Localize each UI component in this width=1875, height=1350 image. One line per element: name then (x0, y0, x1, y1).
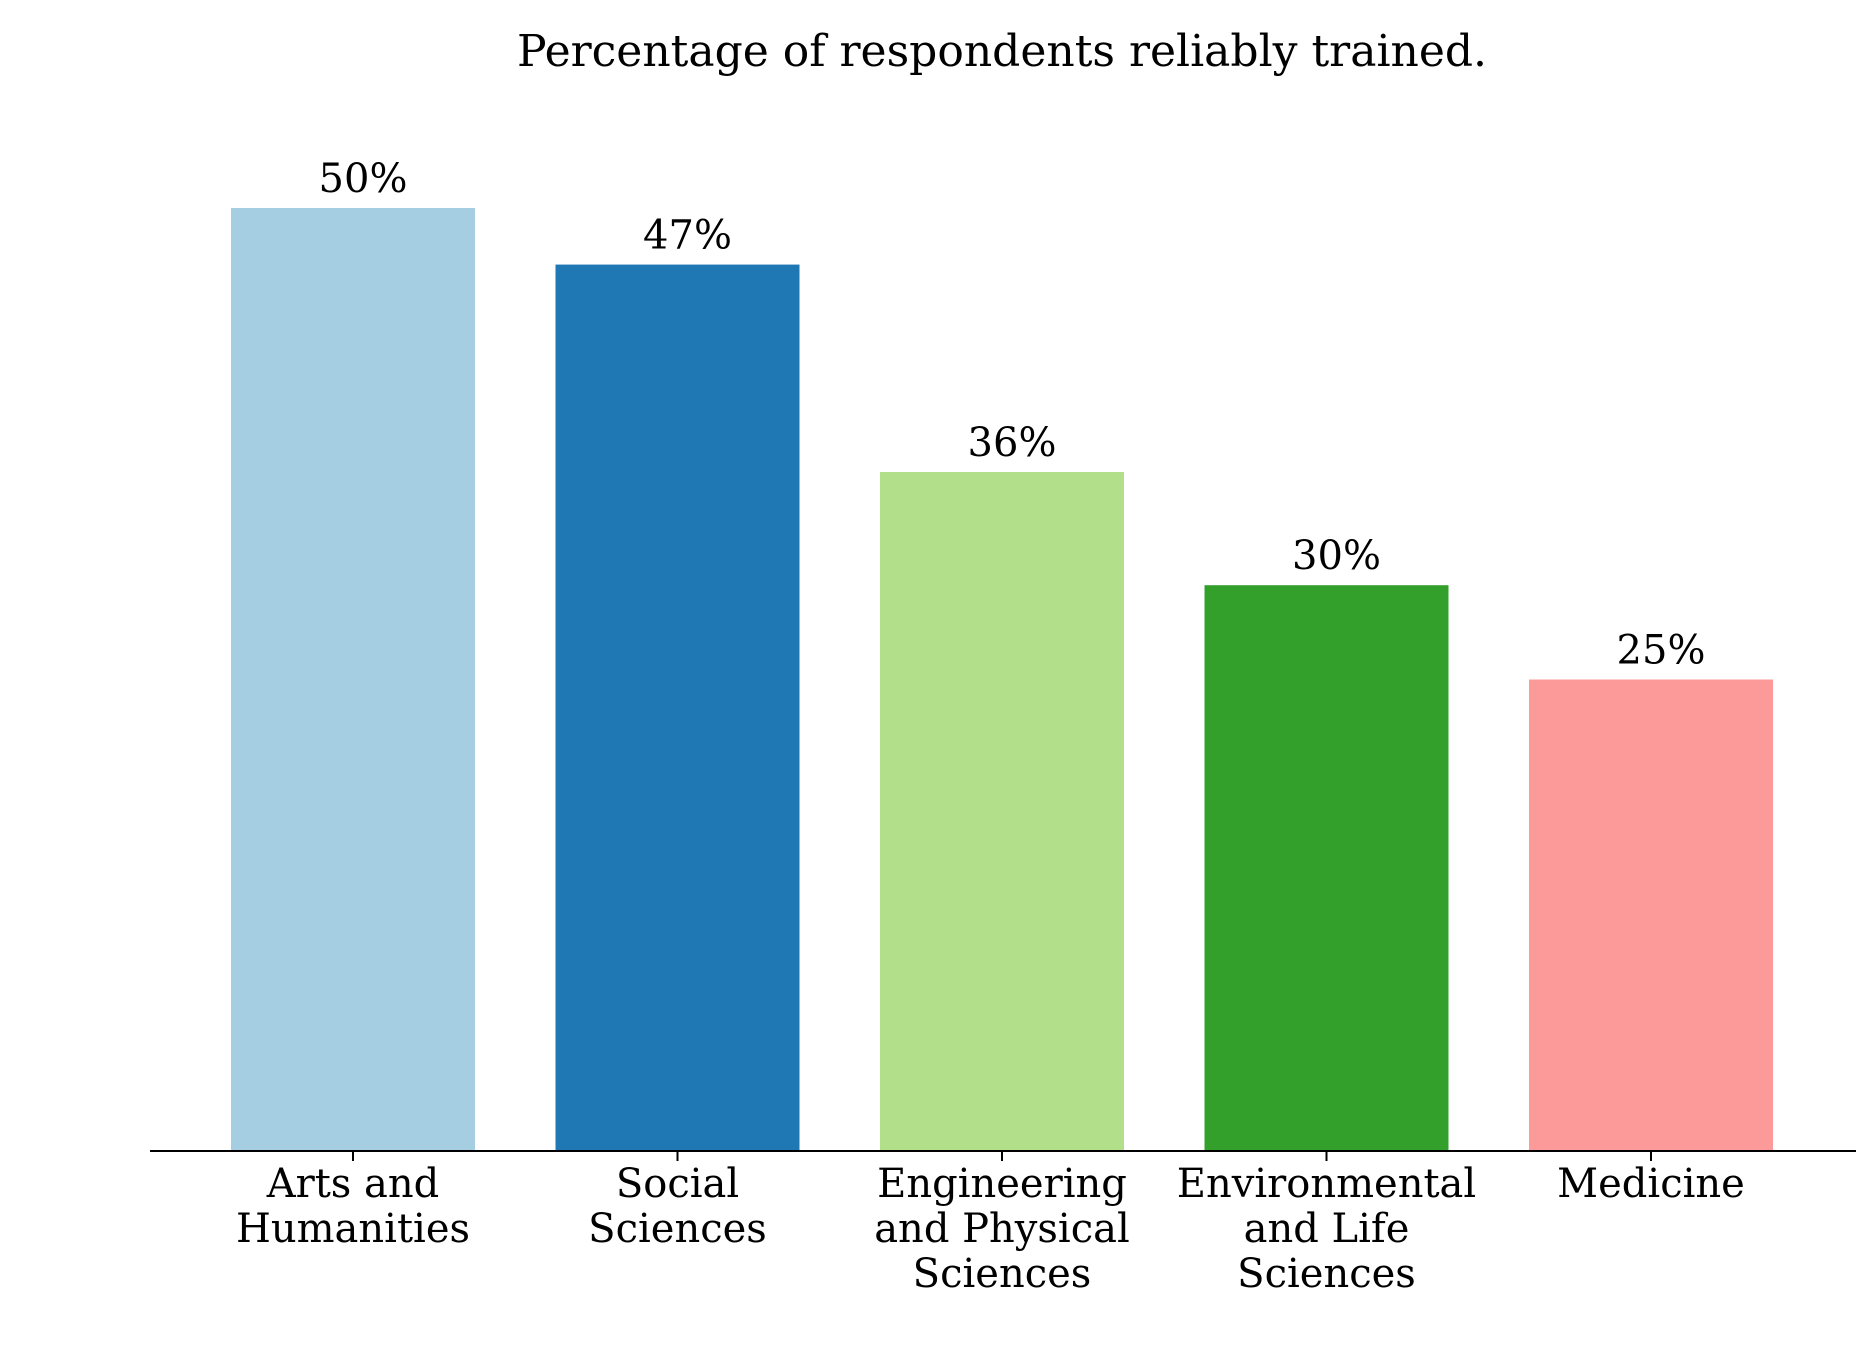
x-tick-label-line: and Life (1244, 1206, 1410, 1252)
bar-value-label: 25% (1617, 628, 1706, 674)
chart-title: Percentage of respondents reliably train… (517, 26, 1487, 77)
x-tick-label-line: Engineering (877, 1161, 1127, 1207)
x-ticks (352, 1151, 1652, 1161)
x-tick-label: Environmental and Life Sciences (1177, 1161, 1476, 1297)
bar (555, 264, 800, 1152)
x-tick-label: Engineering and Physical Sciences (874, 1161, 1130, 1297)
bar-value-label: 50% (319, 156, 408, 202)
bar (1204, 585, 1449, 1151)
x-tick-label: Social Sciences (588, 1161, 767, 1252)
x-tick-label-line: Sciences (913, 1251, 1092, 1297)
x-tick-label-line: Arts and (266, 1161, 440, 1207)
bar (880, 472, 1124, 1151)
x-tick-label-line: Humanities (236, 1206, 470, 1252)
x-tick-label-line: and Physical (874, 1206, 1130, 1252)
x-tick-label-line: Sciences (588, 1206, 767, 1252)
x-tick-label-line: Medicine (1557, 1161, 1745, 1207)
bar-value-label: 36% (968, 420, 1057, 466)
x-tick-label-line: Sciences (1237, 1251, 1416, 1297)
x-tick-label: Medicine (1557, 1161, 1745, 1207)
x-tick-label-line: Environmental (1177, 1161, 1476, 1207)
value-labels: 50% 47% 36% 30% 25% (319, 156, 1706, 674)
x-tick-label-line: Social (616, 1161, 739, 1207)
bar-value-label: 30% (1292, 533, 1381, 579)
bar (231, 208, 475, 1151)
bars (231, 208, 1773, 1152)
bar (1529, 679, 1773, 1151)
x-tick-label: Arts and Humanities (236, 1161, 470, 1252)
bar-value-label: 47% (643, 213, 732, 259)
